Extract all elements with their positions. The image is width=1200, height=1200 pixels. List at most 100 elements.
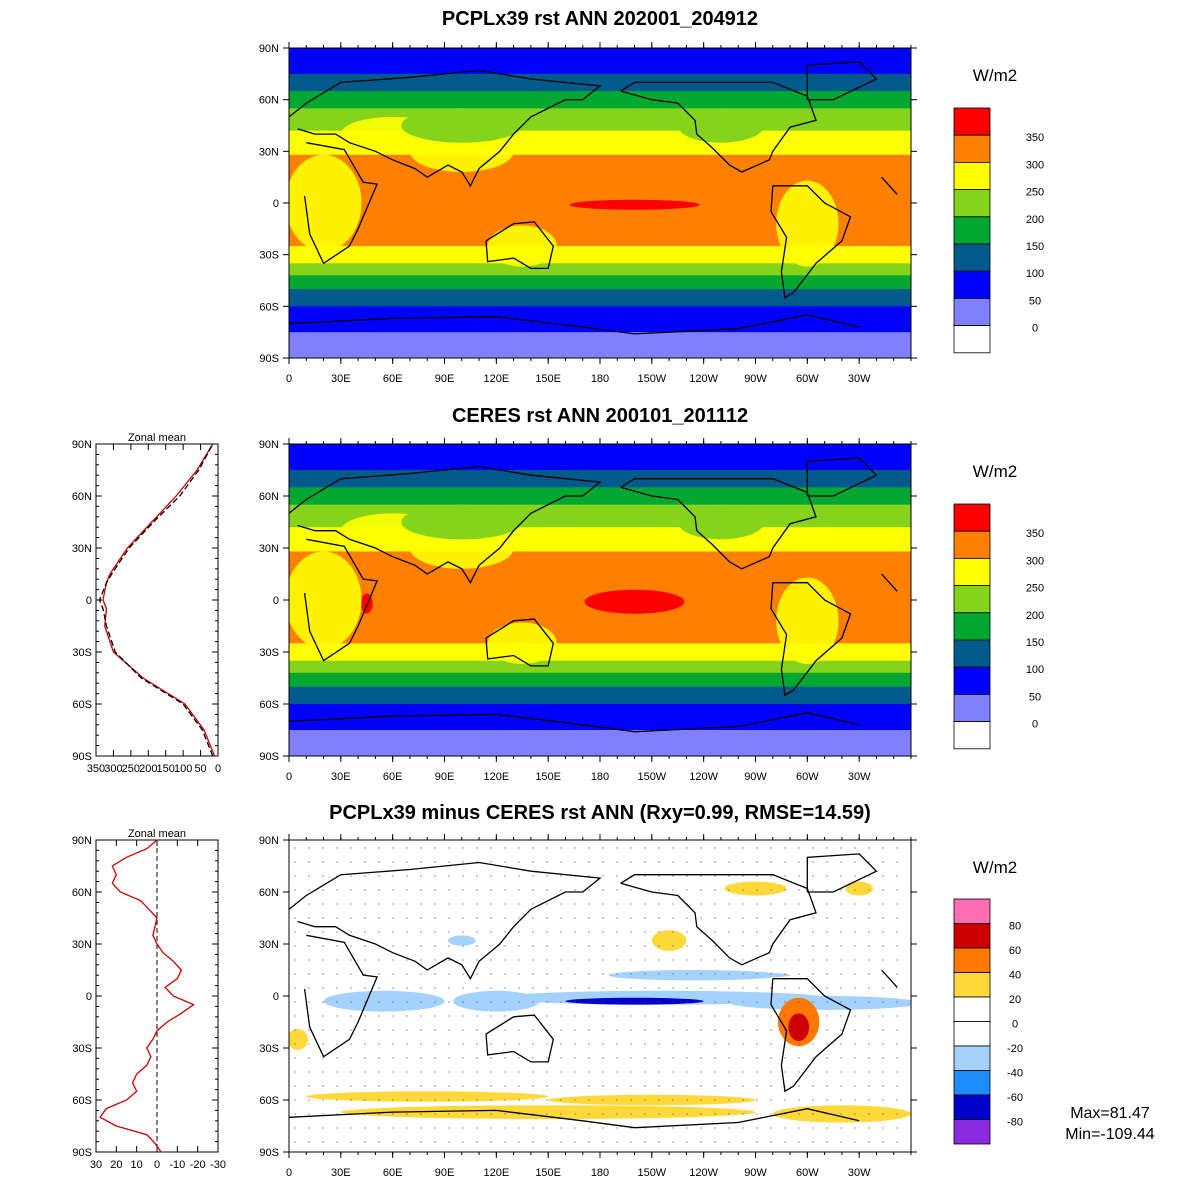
stipple-dot xyxy=(630,847,632,849)
colorbar-box xyxy=(953,1045,991,1071)
stipple-dot xyxy=(616,1113,618,1115)
stipple-dot xyxy=(756,1001,758,1003)
stipple-dot xyxy=(560,959,562,961)
stipple-dot xyxy=(322,1085,324,1087)
x-tick-label: 150 xyxy=(157,763,175,775)
stipple-dot xyxy=(574,903,576,905)
lon-tick-label: 150W xyxy=(637,373,666,385)
stipple-dot xyxy=(882,917,884,919)
stipple-dot xyxy=(294,1099,296,1101)
stipple-dot xyxy=(672,847,674,849)
colorbar-label: -60 xyxy=(1007,1092,1023,1104)
stipple-dot xyxy=(728,1029,730,1031)
stipple-dot xyxy=(798,1015,800,1017)
anomaly-patch xyxy=(651,930,687,951)
stipple-dot xyxy=(812,931,814,933)
stipple-dot xyxy=(504,931,506,933)
stipple-dot xyxy=(630,1071,632,1073)
stipple-dot xyxy=(784,1015,786,1017)
stipple-dot xyxy=(490,917,492,919)
stipple-dot xyxy=(350,973,352,975)
stipple-dot xyxy=(896,861,898,863)
stipple-dot xyxy=(448,875,450,877)
stipple-dot xyxy=(518,1001,520,1003)
stipple-dot xyxy=(588,875,590,877)
stipple-dot xyxy=(630,1057,632,1059)
stipple-dot xyxy=(630,861,632,863)
colorbar-box xyxy=(953,216,991,245)
stipple-dot xyxy=(532,959,534,961)
stipple-dot xyxy=(784,917,786,919)
stipple-dot xyxy=(840,1113,842,1115)
stipple-dot xyxy=(770,1127,772,1129)
stipple-dot xyxy=(854,889,856,891)
colorbar-box xyxy=(953,558,991,587)
stipple-dot xyxy=(532,945,534,947)
stipple-dot xyxy=(448,931,450,933)
colorbar-label: -80 xyxy=(1007,1117,1023,1129)
stipple-dot xyxy=(658,1001,660,1003)
stipple-dot xyxy=(700,1099,702,1101)
stipple-dot xyxy=(448,959,450,961)
stipple-dot xyxy=(476,1001,478,1003)
stipple-dot xyxy=(714,889,716,891)
stipple-dot xyxy=(308,847,310,849)
stipple-dot xyxy=(546,931,548,933)
stipple-dot xyxy=(462,1099,464,1101)
stipple-dot xyxy=(392,1113,394,1115)
stipple-dot xyxy=(462,1071,464,1073)
stipple-dot xyxy=(812,959,814,961)
land-region xyxy=(401,504,523,540)
stipple-dot xyxy=(392,987,394,989)
stipple-dot xyxy=(364,1001,366,1003)
stipple-dot xyxy=(588,1015,590,1017)
stipple-dot xyxy=(350,959,352,961)
lon-tick-label: 120E xyxy=(483,373,509,385)
stipple-dot xyxy=(560,987,562,989)
lon-tick-label: 150E xyxy=(535,1167,561,1179)
stipple-dot xyxy=(616,987,618,989)
stipple-dot xyxy=(602,945,604,947)
stipple-dot xyxy=(434,1113,436,1115)
stipple-dot xyxy=(322,847,324,849)
coastline xyxy=(289,314,860,335)
stipple-dot xyxy=(462,1029,464,1031)
lat-tick-label: 30N xyxy=(72,543,92,555)
stipple-dot xyxy=(448,1071,450,1073)
max-patch xyxy=(569,199,700,210)
stipple-dot xyxy=(882,931,884,933)
stipple-dot xyxy=(840,861,842,863)
stipple-dot xyxy=(812,917,814,919)
stipple-dot xyxy=(742,861,744,863)
stipple-dot xyxy=(770,973,772,975)
stipple-dot xyxy=(336,1071,338,1073)
stipple-dot xyxy=(826,1029,828,1031)
stipple-dot xyxy=(644,945,646,947)
stipple-dot xyxy=(882,903,884,905)
stipple-dot xyxy=(840,917,842,919)
stipple-dot xyxy=(798,1085,800,1087)
stipple-dot xyxy=(658,1113,660,1115)
stipple-dot xyxy=(294,1029,296,1031)
stipple-dot xyxy=(350,1001,352,1003)
stipple-dot xyxy=(476,1099,478,1101)
lon-tick-label: 180 xyxy=(591,1167,609,1179)
stipple-dot xyxy=(406,903,408,905)
stipple-dot xyxy=(336,1085,338,1087)
stipple-dot xyxy=(336,847,338,849)
lat-tick-label: 60S xyxy=(259,1095,279,1107)
stipple-dot xyxy=(476,1113,478,1115)
stipple-dot xyxy=(728,987,730,989)
colorbar-label: -40 xyxy=(1007,1068,1023,1080)
stipple-dot xyxy=(826,1001,828,1003)
stipple-dot xyxy=(574,1141,576,1143)
stipple-dot xyxy=(812,945,814,947)
stipple-dot xyxy=(378,1029,380,1031)
stipple-dot xyxy=(476,987,478,989)
stipple-dot xyxy=(658,917,660,919)
stipple-dot xyxy=(322,1015,324,1017)
stipple-dot xyxy=(742,959,744,961)
stipple-dot xyxy=(812,1043,814,1045)
stipple-dot xyxy=(798,875,800,877)
stipple-dot xyxy=(462,861,464,863)
